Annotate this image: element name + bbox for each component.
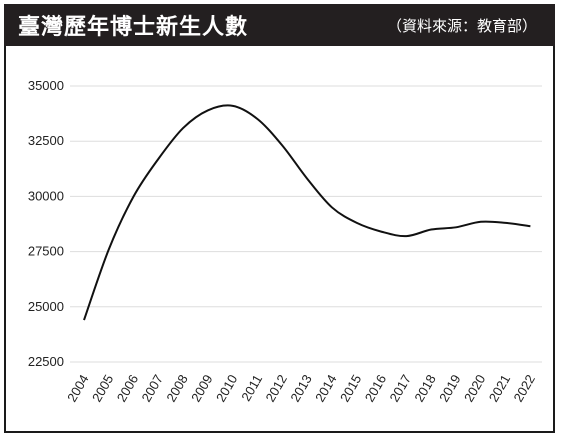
x-tick-label: 2021 [486,372,513,405]
x-tick-label: 2009 [188,372,215,405]
data-point-2021 [504,221,508,225]
series-line-phd-entrants [83,104,531,321]
y-tick-label: 25000 [28,299,64,314]
x-tick-label: 2005 [89,372,116,405]
data-point-2013 [305,177,309,181]
x-tick-label: 2013 [287,372,314,405]
x-tick-label: 2018 [411,372,438,405]
data-point-2017 [404,234,408,238]
x-tick-label: 2019 [436,372,463,405]
x-tick-label: 2006 [114,372,141,405]
y-tick-label: 30000 [28,188,64,203]
y-axis-ticks: 22500 25000 27500 30000 32500 35000 [28,78,64,369]
x-tick-label: 2017 [387,372,414,405]
x-tick-label: 2012 [263,372,290,405]
chart-title: 臺灣歷年博士新生人數 [18,15,249,40]
data-point-2006 [132,194,136,198]
data-point-2012 [280,144,284,148]
data-point-2020 [479,220,483,224]
data-point-2016 [380,230,384,234]
data-source-note: （資料來源：教育部） [386,16,537,35]
y-tick-label: 27500 [28,244,64,259]
data-points [82,104,532,322]
data-point-2010 [231,104,235,108]
data-point-2004 [82,318,86,322]
data-point-2009 [206,108,210,112]
x-tick-label: 2015 [337,372,364,405]
data-point-2019 [454,225,458,229]
x-tick-label: 2022 [511,372,538,405]
data-point-2015 [355,221,359,225]
x-tick-label: 2008 [163,372,190,405]
x-tick-label: 2014 [312,372,339,405]
data-point-2005 [107,247,111,251]
data-point-2014 [330,205,334,209]
data-point-2022 [528,224,532,228]
x-axis-ticks: 2004200520062007200820092010201120122013… [64,372,538,405]
y-tick-label: 32500 [28,133,64,148]
y-tick-label: 22500 [28,354,64,369]
chart-header: 臺灣歷年博士新生人數 （資料來源：教育部） [4,4,555,46]
data-point-2008 [181,126,185,130]
grid-lines [70,85,542,363]
data-point-2011 [256,117,260,121]
x-tick-label: 2011 [238,372,265,404]
x-tick-label: 2016 [362,372,389,405]
x-tick-label: 2004 [64,372,91,405]
x-tick-label: 2010 [213,372,240,405]
data-point-2007 [156,157,160,161]
y-tick-label: 35000 [28,78,64,93]
data-point-2018 [429,228,433,232]
x-tick-label: 2020 [461,372,488,405]
x-tick-label: 2007 [139,372,166,405]
